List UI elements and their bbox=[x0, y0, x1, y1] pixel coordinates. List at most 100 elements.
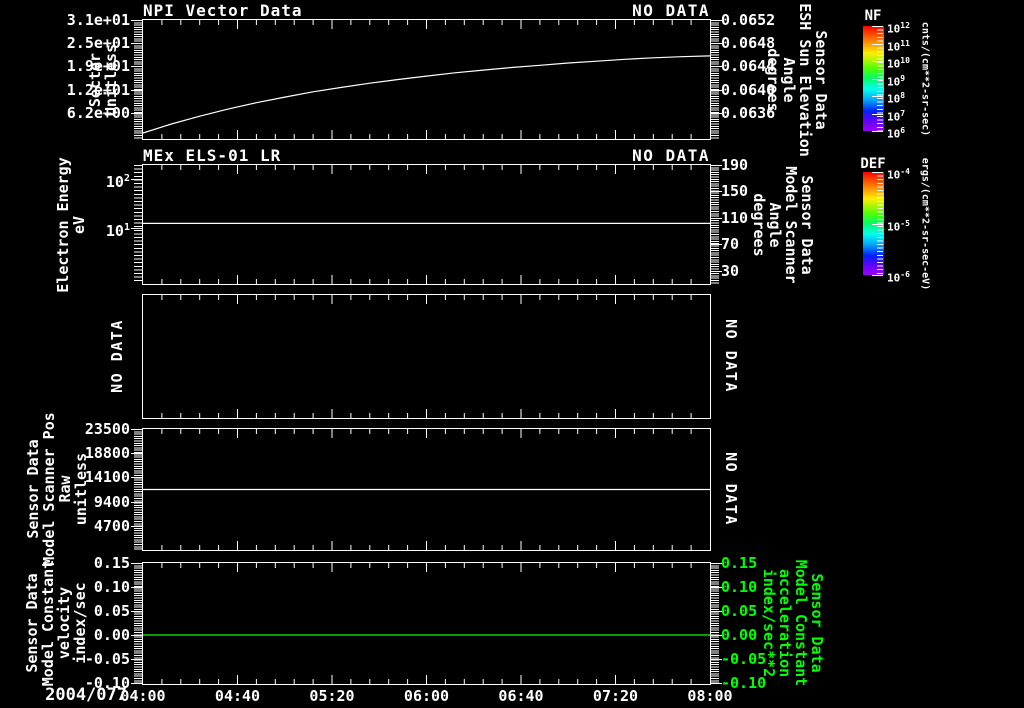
right-tick-mark-npi-vector-data bbox=[711, 113, 722, 114]
right-minor-ticks-npi-vector-data bbox=[711, 20, 719, 139]
right-tick-label-model-constant: 0.00 bbox=[721, 626, 758, 644]
plot-canvas-mex-els-01-lr bbox=[143, 165, 710, 284]
panel1-title: NPI Vector Data bbox=[143, 1, 303, 20]
left-tick-mark-model-scanner-pos bbox=[131, 502, 142, 503]
left-tick-mark-model-scanner-pos bbox=[131, 429, 142, 430]
panel2-status: NO DATA bbox=[632, 146, 710, 165]
left-tick-mark-model-constant bbox=[131, 635, 142, 636]
left-tick-label-npi-vector-data: 1.9e+01 bbox=[66, 57, 130, 75]
colorbar-tick-mark bbox=[872, 26, 883, 27]
left-tick-mark-model-constant bbox=[131, 659, 142, 660]
left-tick-label-npi-vector-data: 6.2e+00 bbox=[66, 104, 130, 122]
left-tick-mark-npi-vector-data bbox=[131, 113, 142, 114]
right-minor-ticks-mex-els-01-lr bbox=[711, 165, 719, 284]
plot-canvas-npi-vector-data bbox=[142, 20, 711, 139]
colorbar-minor-ticks bbox=[877, 172, 883, 275]
x-axis-date-label: 2004/077 bbox=[45, 685, 127, 705]
colorbar-nf-title: NF bbox=[864, 8, 882, 24]
colorbar-tick-mark bbox=[872, 172, 883, 173]
x-tick-label: 07:20 bbox=[592, 687, 639, 705]
left-tick-mark-model-scanner-pos bbox=[131, 526, 142, 527]
left-tick-mark-model-constant bbox=[131, 563, 142, 564]
left-tick-mark-npi-vector-data bbox=[131, 90, 142, 91]
colorbar-tick-mark bbox=[872, 61, 883, 62]
left-tick-label-model-scanner-pos: 9400 bbox=[93, 493, 130, 511]
colorbar-tick-label: 10-4 bbox=[887, 167, 910, 182]
right-tick-mark-mex-els-01-lr bbox=[711, 165, 722, 166]
right-tick-label-model-constant: -0.10 bbox=[721, 674, 767, 692]
right-tick-mark-npi-vector-data bbox=[711, 90, 722, 91]
plot-canvas-no-data-panel bbox=[161, 295, 692, 418]
left-tick-mark-model-scanner-pos bbox=[131, 453, 142, 454]
left-tick-label-model-constant: -0.10 bbox=[84, 674, 130, 692]
right-tick-label-model-constant: 0.10 bbox=[721, 578, 758, 596]
plot-canvas-model-scanner-pos bbox=[143, 429, 710, 550]
left-tick-label-mex-els-01-lr: 102 bbox=[105, 173, 130, 191]
right-tick-mark-mex-els-01-lr bbox=[711, 244, 722, 245]
right-tick-label-npi-vector-data: 0.0640 bbox=[721, 81, 776, 99]
x-tick-label: 06:40 bbox=[498, 687, 544, 705]
right-tick-label-npi-vector-data: 0.0636 bbox=[721, 104, 776, 122]
left-minor-ticks-model-scanner-pos bbox=[134, 429, 142, 550]
right-tick-label-mex-els-01-lr: 190 bbox=[721, 156, 749, 174]
left-tick-mark-mex-els-01-lr bbox=[131, 179, 142, 180]
right-tick-label-mex-els-01-lr: 30 bbox=[721, 262, 740, 280]
left-tick-label-model-scanner-pos: 23500 bbox=[84, 420, 130, 438]
colorbar-tick-mark bbox=[872, 79, 883, 80]
plot-frame-npi-vector-data bbox=[142, 19, 711, 140]
right-tick-mark-mex-els-01-lr bbox=[711, 191, 722, 192]
left-tick-label-npi-vector-data: 1.2e+01 bbox=[66, 81, 130, 99]
colorbar-tick-mark bbox=[872, 44, 883, 45]
colorbar-tick-label: 109 bbox=[887, 74, 906, 89]
left-tick-label-model-constant: 0.00 bbox=[93, 626, 130, 644]
right-tick-mark-model-constant bbox=[711, 683, 722, 684]
x-tick-label: 05:20 bbox=[309, 687, 355, 705]
right-tick-label-npi-vector-data: 0.0652 bbox=[721, 11, 776, 29]
left-tick-mark-model-constant bbox=[131, 587, 142, 588]
right-tick-label-model-constant: -0.05 bbox=[721, 650, 767, 668]
plot-canvas-model-constant bbox=[143, 563, 710, 684]
panel4-no-data-right: NO DATA bbox=[722, 452, 740, 526]
right-tick-mark-model-constant bbox=[711, 659, 722, 660]
colorbar-tick-label: 10-5 bbox=[887, 219, 910, 234]
right-tick-label-mex-els-01-lr: 150 bbox=[721, 182, 749, 200]
left-tick-label-model-constant: 0.10 bbox=[93, 578, 130, 596]
left-tick-label-mex-els-01-lr: 101 bbox=[105, 222, 130, 240]
left-tick-mark-npi-vector-data bbox=[131, 20, 142, 21]
x-tick-label: 04:00 bbox=[120, 687, 166, 705]
left-minor-ticks-npi-vector-data bbox=[134, 20, 142, 139]
right-tick-mark-mex-els-01-lr bbox=[711, 271, 722, 272]
left-tick-label-model-scanner-pos: 4700 bbox=[93, 517, 130, 535]
left-tick-label-npi-vector-data: 2.5e+01 bbox=[66, 34, 130, 52]
left-tick-mark-npi-vector-data bbox=[131, 43, 142, 44]
right-tick-mark-model-constant bbox=[711, 563, 722, 564]
colorbar-tick-label: 107 bbox=[887, 109, 906, 124]
panel2-title: MEx ELS-01 LR bbox=[143, 146, 282, 165]
right-tick-label-model-constant: 0.15 bbox=[721, 554, 758, 572]
right-tick-mark-model-constant bbox=[711, 635, 722, 636]
colorbar-tick-mark bbox=[872, 114, 883, 115]
right-tick-label-npi-vector-data: 0.0644 bbox=[721, 57, 776, 75]
right-tick-label-mex-els-01-lr: 70 bbox=[721, 235, 740, 253]
x-tick-label: 06:00 bbox=[403, 687, 450, 705]
colorbar-tick-mark bbox=[872, 96, 883, 97]
colorbar-tick-mark bbox=[872, 275, 883, 276]
left-tick-label-model-constant: 0.15 bbox=[93, 554, 130, 572]
left-tick-label-npi-vector-data: 3.1e+01 bbox=[66, 11, 130, 29]
left-tick-mark-model-scanner-pos bbox=[131, 477, 142, 478]
right-tick-mark-model-constant bbox=[711, 587, 722, 588]
panel3-no-data-left: NO DATA bbox=[108, 319, 126, 393]
colorbar-tick-mark bbox=[872, 224, 883, 225]
right-tick-mark-model-constant bbox=[711, 611, 722, 612]
colorbar-tick-label: 1011 bbox=[887, 39, 910, 54]
right-tick-label-npi-vector-data: 0.0648 bbox=[721, 34, 776, 52]
right-tick-mark-npi-vector-data bbox=[711, 43, 722, 44]
x-tick-label: 04:40 bbox=[214, 687, 261, 705]
left-tick-mark-mex-els-01-lr bbox=[131, 228, 142, 229]
colorbar-minor-ticks bbox=[877, 26, 883, 131]
colorbar-tick-label: 108 bbox=[887, 91, 906, 106]
colorbar-def-title: DEF bbox=[860, 156, 886, 172]
left-minor-ticks-model-constant bbox=[134, 563, 142, 684]
plot-frame-model-constant bbox=[142, 562, 711, 685]
